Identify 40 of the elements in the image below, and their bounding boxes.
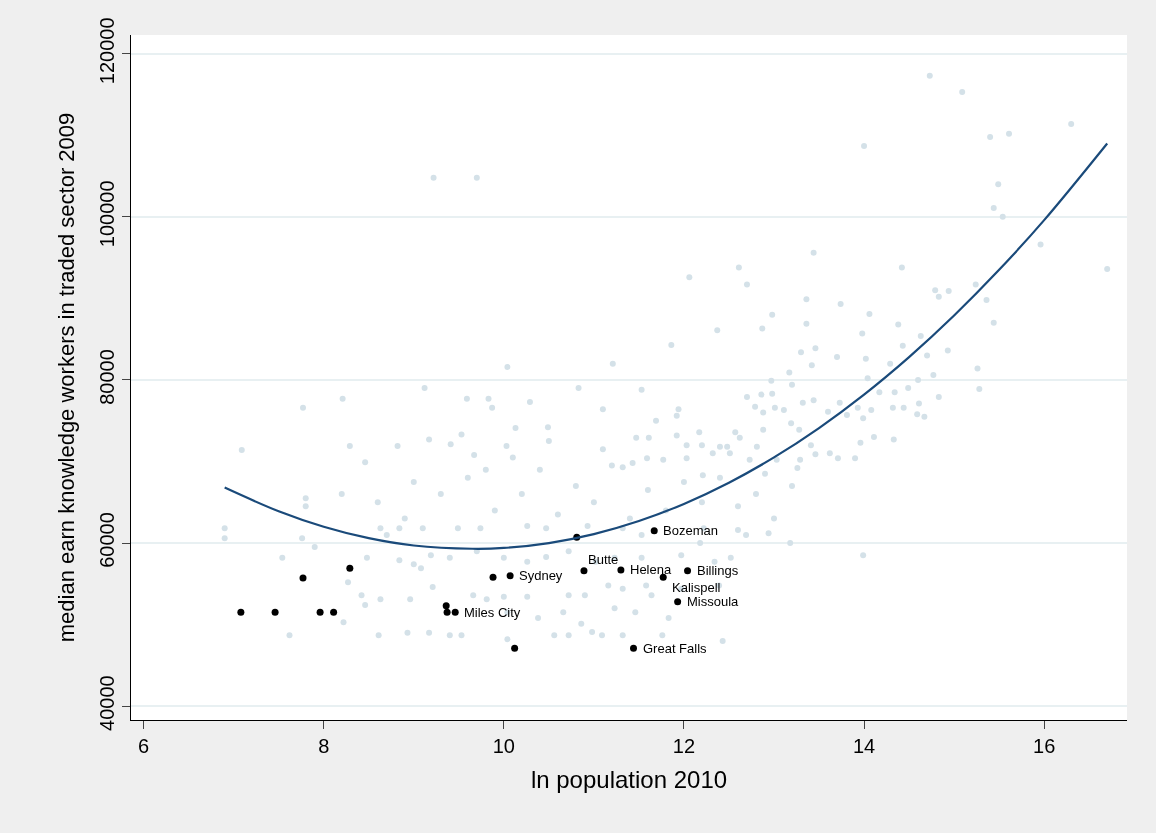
annotation: Helena bbox=[630, 562, 672, 577]
point bbox=[580, 567, 588, 575]
x-tick-label: 16 bbox=[1033, 735, 1056, 757]
point bbox=[330, 608, 338, 616]
y-tick-label: 120000 bbox=[96, 17, 118, 85]
point bbox=[271, 608, 279, 616]
annotation: Bozeman bbox=[663, 523, 718, 538]
x-tick-label: 10 bbox=[492, 735, 515, 757]
annotation: Miles City bbox=[464, 605, 521, 620]
annotation: Kalispell bbox=[672, 580, 721, 595]
x-axis-title: ln population 2010 bbox=[530, 766, 728, 794]
annotation: Billings bbox=[697, 563, 739, 578]
point bbox=[442, 602, 450, 610]
point bbox=[674, 598, 682, 606]
annotation: Butte bbox=[588, 552, 619, 567]
point bbox=[489, 573, 497, 581]
point bbox=[650, 527, 658, 535]
point bbox=[443, 608, 451, 616]
point bbox=[316, 608, 324, 616]
point bbox=[451, 608, 459, 616]
point bbox=[346, 564, 354, 572]
annotation: Great Falls bbox=[643, 641, 708, 656]
point bbox=[299, 574, 307, 582]
y-tick-label: 40000 bbox=[96, 675, 118, 731]
annotation: Missoula bbox=[687, 594, 740, 609]
x-tick-label: 14 bbox=[852, 735, 876, 757]
x-tick-label: 6 bbox=[138, 735, 150, 757]
annotation: Sydney bbox=[519, 568, 563, 583]
point bbox=[506, 572, 514, 580]
point bbox=[630, 644, 637, 652]
y-tick-label: 100000 bbox=[96, 180, 118, 248]
point bbox=[511, 644, 519, 652]
y-tick-label: 80000 bbox=[96, 349, 118, 405]
y-axis-title: median earn knowledge workers in traded sector 2009 bbox=[53, 112, 79, 643]
point bbox=[684, 567, 692, 575]
y-tick-label: 60000 bbox=[96, 512, 118, 568]
point bbox=[237, 608, 245, 616]
point bbox=[617, 566, 625, 574]
x-tick-label: 8 bbox=[318, 735, 330, 757]
x-tick-label: 12 bbox=[672, 735, 696, 757]
